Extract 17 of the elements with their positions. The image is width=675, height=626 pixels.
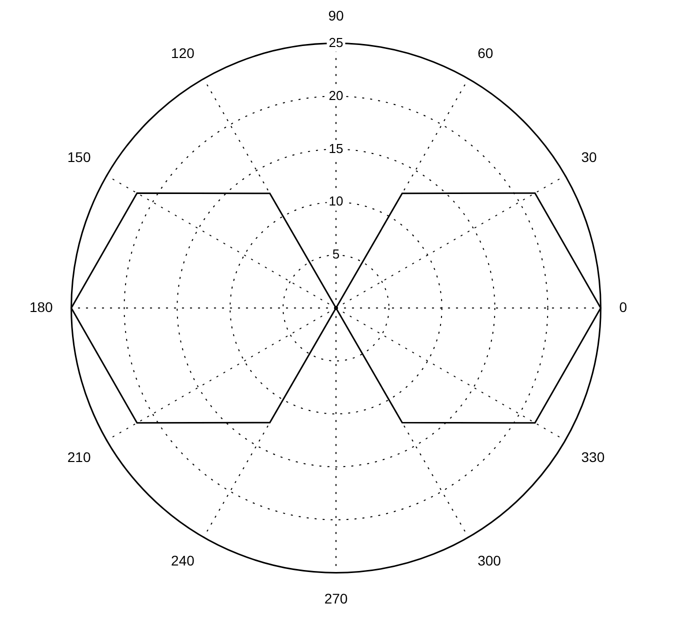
y-tick-label: 20: [328, 88, 344, 103]
y-tick-label: 15: [328, 140, 344, 156]
spoke-label: 90: [328, 7, 344, 24]
spoke-label: 210: [67, 448, 91, 465]
spoke-label: 300: [478, 552, 502, 569]
spoke-label: 150: [67, 148, 91, 165]
spoke-label: 270: [324, 590, 348, 606]
spoke-label: 180: [29, 298, 54, 315]
spoke-label: 30: [581, 148, 598, 165]
spoke-label: 330: [581, 448, 605, 465]
y-tick-label: 10: [328, 194, 344, 209]
spoke-label: 60: [478, 45, 494, 62]
y-tick-label: 25: [328, 34, 344, 50]
spoke-label: 120: [171, 45, 195, 62]
y-tick-label: 5: [332, 246, 340, 262]
spoke-label: 240: [171, 552, 195, 569]
spoke-label: 0: [619, 298, 628, 315]
